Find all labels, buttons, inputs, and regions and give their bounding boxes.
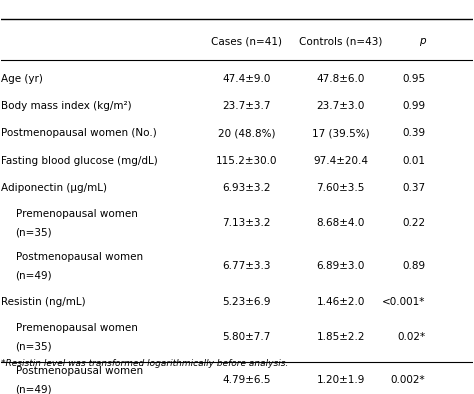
Text: 47.8±6.0: 47.8±6.0 — [317, 74, 365, 84]
Text: Cases (n=41): Cases (n=41) — [211, 36, 282, 46]
Text: 47.4±9.0: 47.4±9.0 — [222, 74, 271, 84]
Text: Controls (n=43): Controls (n=43) — [299, 36, 383, 46]
Text: 20 (48.8%): 20 (48.8%) — [218, 128, 275, 138]
Text: Adiponectin (μg/mL): Adiponectin (μg/mL) — [1, 183, 108, 193]
Text: Postmenopausal women: Postmenopausal women — [16, 252, 143, 262]
Text: Premenopausal women: Premenopausal women — [16, 323, 137, 333]
Text: 0.002*: 0.002* — [391, 375, 426, 385]
Text: 1.85±2.2: 1.85±2.2 — [317, 332, 365, 342]
Text: 4.79±6.5: 4.79±6.5 — [222, 375, 271, 385]
Text: 6.89±3.0: 6.89±3.0 — [317, 262, 365, 271]
Text: Resistin (ng/mL): Resistin (ng/mL) — [1, 297, 86, 307]
Text: Postmenopausal women: Postmenopausal women — [16, 366, 143, 376]
Text: 0.99: 0.99 — [402, 101, 426, 111]
Text: p: p — [419, 36, 426, 46]
Text: <0.001*: <0.001* — [382, 297, 426, 307]
Text: 6.93±3.2: 6.93±3.2 — [222, 183, 271, 193]
Text: 0.22: 0.22 — [402, 218, 426, 228]
Text: Age (yr): Age (yr) — [1, 74, 43, 84]
Text: 6.77±3.3: 6.77±3.3 — [222, 262, 271, 271]
Text: (n=49): (n=49) — [16, 271, 52, 281]
Text: 0.02*: 0.02* — [397, 332, 426, 342]
Text: Postmenopausal women (No.): Postmenopausal women (No.) — [1, 128, 157, 138]
Text: *Resistin level was transformed logarithmically before analysis.: *Resistin level was transformed logarith… — [1, 359, 289, 368]
Text: Fasting blood glucose (mg/dL): Fasting blood glucose (mg/dL) — [1, 156, 158, 165]
Text: 17 (39.5%): 17 (39.5%) — [312, 128, 369, 138]
Text: 7.13±3.2: 7.13±3.2 — [222, 218, 271, 228]
Text: 1.20±1.9: 1.20±1.9 — [317, 375, 365, 385]
Text: 5.23±6.9: 5.23±6.9 — [222, 297, 271, 307]
Text: 0.89: 0.89 — [402, 262, 426, 271]
Text: 7.60±3.5: 7.60±3.5 — [317, 183, 365, 193]
Text: (n=35): (n=35) — [16, 342, 52, 351]
Text: 23.7±3.7: 23.7±3.7 — [222, 101, 271, 111]
Text: 0.01: 0.01 — [402, 156, 426, 165]
Text: 5.80±7.7: 5.80±7.7 — [222, 332, 271, 342]
Text: 0.37: 0.37 — [402, 183, 426, 193]
Text: (n=35): (n=35) — [16, 227, 52, 238]
Text: (n=49): (n=49) — [16, 385, 52, 394]
Text: 0.39: 0.39 — [402, 128, 426, 138]
Text: 0.95: 0.95 — [402, 74, 426, 84]
Text: 8.68±4.0: 8.68±4.0 — [317, 218, 365, 228]
Text: 1.46±2.0: 1.46±2.0 — [317, 297, 365, 307]
Text: 97.4±20.4: 97.4±20.4 — [313, 156, 368, 165]
Text: 115.2±30.0: 115.2±30.0 — [216, 156, 277, 165]
Text: Body mass index (kg/m²): Body mass index (kg/m²) — [1, 101, 132, 111]
Text: 23.7±3.0: 23.7±3.0 — [317, 101, 365, 111]
Text: Premenopausal women: Premenopausal women — [16, 208, 137, 219]
